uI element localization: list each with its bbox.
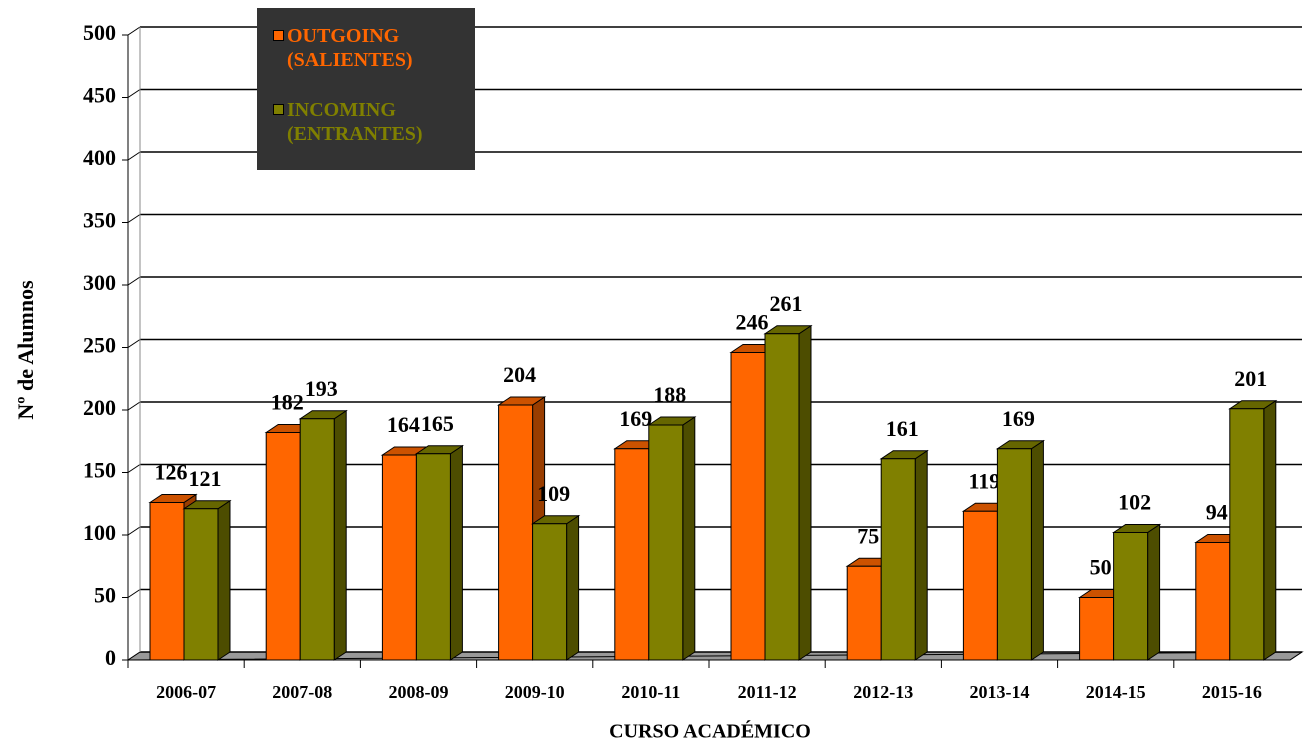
value-label: 109 — [537, 481, 570, 506]
value-label: 121 — [189, 466, 222, 491]
bar — [498, 404, 534, 661]
legend-label: INCOMING (ENTRANTES) — [287, 99, 423, 145]
value-label: 102 — [1118, 490, 1151, 515]
legend-swatch — [273, 104, 284, 115]
grid-line — [127, 89, 141, 98]
bar-side — [914, 449, 928, 661]
value-label: 75 — [857, 523, 879, 548]
value-label: 188 — [653, 382, 686, 407]
y-tick-label: 150 — [83, 458, 116, 483]
x-tick-label: 2010-11 — [621, 682, 680, 702]
x-tick-label: 2013-14 — [970, 682, 1030, 702]
bar — [764, 333, 800, 661]
y-tick-label: 450 — [83, 83, 116, 108]
bar — [532, 523, 568, 661]
y-tick-label: 300 — [83, 270, 116, 295]
value-label: 246 — [736, 310, 769, 335]
bar-side — [566, 514, 580, 661]
grid-line — [127, 464, 141, 473]
value-label: 161 — [886, 416, 919, 441]
value-label: 126 — [155, 460, 188, 485]
bar-side — [449, 444, 463, 661]
grid-line — [127, 151, 141, 161]
bar — [846, 565, 882, 661]
bar — [880, 458, 916, 661]
value-label: 119 — [969, 468, 1001, 493]
y-tick-label: 100 — [83, 520, 116, 545]
y-tick-label: 400 — [83, 145, 116, 170]
y-tick-label: 350 — [83, 208, 116, 233]
legend: OUTGOING (SALIENTES) INCOMING (ENTRANTES) — [257, 8, 475, 170]
bar — [381, 454, 417, 661]
bar-side — [333, 409, 347, 661]
bar-side — [217, 499, 231, 661]
legend-swatch — [273, 30, 284, 41]
grid-line — [127, 526, 141, 536]
bar — [648, 424, 684, 661]
bar-side — [682, 416, 696, 661]
grid-line — [127, 651, 141, 661]
grid-line — [127, 214, 141, 223]
y-tick-label: 0 — [105, 645, 116, 670]
y-tick-label: 500 — [83, 20, 116, 45]
y-axis-label: Nº de Alumnos — [13, 280, 38, 420]
y-tick-label: 50 — [94, 583, 116, 608]
legend-item: INCOMING (ENTRANTES) — [273, 98, 475, 146]
bar — [996, 448, 1032, 661]
x-tick-label: 2015-16 — [1202, 682, 1262, 702]
grid-line — [127, 339, 141, 348]
legend-item: OUTGOING (SALIENTES) — [273, 24, 475, 72]
grid-line — [127, 276, 141, 286]
y-tick-label: 250 — [83, 333, 116, 358]
bar — [415, 453, 451, 661]
bar — [149, 502, 185, 661]
bar — [299, 418, 335, 661]
bar — [265, 432, 301, 661]
x-tick-label: 2009-10 — [505, 682, 565, 702]
y-tick-label: 200 — [83, 395, 116, 420]
x-tick-label: 2014-15 — [1086, 682, 1146, 702]
bar — [1229, 408, 1265, 661]
value-label: 50 — [1090, 555, 1112, 580]
bar — [614, 448, 650, 661]
x-tick-label: 2007-08 — [272, 682, 332, 702]
bar — [730, 352, 766, 661]
x-tick-label: 2011-12 — [738, 682, 797, 702]
value-label: 94 — [1206, 500, 1228, 525]
grid-line — [127, 589, 141, 598]
bar — [183, 508, 219, 661]
value-label: 164 — [387, 412, 420, 437]
bar-side — [1147, 523, 1161, 661]
value-label: 201 — [1234, 366, 1267, 391]
value-label: 165 — [421, 411, 454, 436]
x-tick-label: 2012-13 — [853, 682, 913, 702]
x-axis-label: CURSO ACADÉMICO — [609, 720, 811, 743]
value-label: 193 — [305, 376, 338, 401]
grid-line — [127, 26, 141, 36]
bar — [1113, 532, 1149, 661]
bar-side — [798, 324, 812, 661]
value-label: 182 — [271, 390, 304, 415]
value-label: 169 — [619, 406, 652, 431]
bar — [1079, 597, 1115, 661]
legend-label: OUTGOING (SALIENTES) — [287, 25, 413, 71]
x-tick-label: 2008-09 — [389, 682, 449, 702]
bar-side — [1263, 399, 1277, 661]
bar-side — [1030, 439, 1044, 661]
bar — [1195, 542, 1231, 661]
bar — [962, 510, 998, 661]
value-label: 261 — [770, 291, 803, 316]
value-label: 169 — [1002, 406, 1035, 431]
x-tick-label: 2006-07 — [156, 682, 216, 702]
grid-line — [127, 401, 141, 411]
value-label: 204 — [503, 362, 536, 387]
